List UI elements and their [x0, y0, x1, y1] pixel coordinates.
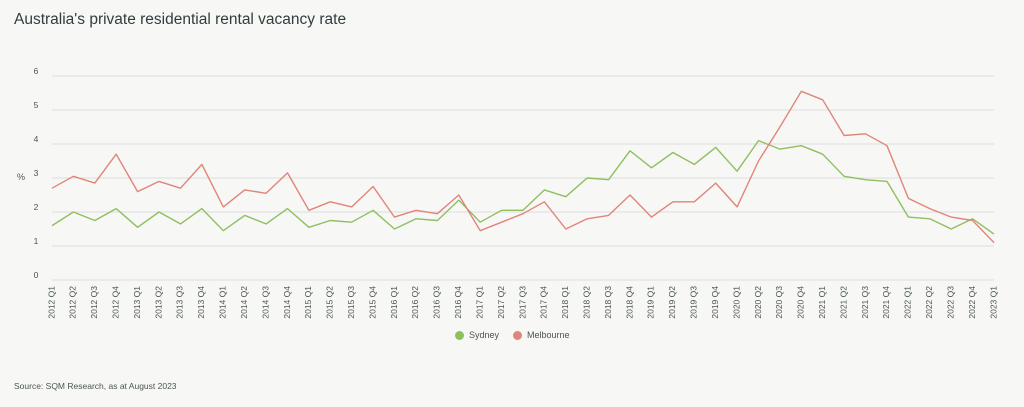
x-tick-label: 2019 Q2	[667, 286, 677, 319]
x-tick-label: 2021 Q4	[881, 286, 891, 319]
x-tick-label: 2017 Q2	[496, 286, 506, 319]
x-tick-label: 2014 Q1	[218, 286, 228, 319]
x-tick-label: 2014 Q2	[239, 286, 249, 319]
x-tick-label: 2014 Q4	[282, 286, 292, 319]
series-line-melbourne[interactable]	[51, 90, 995, 244]
x-tick-label: 2017 Q4	[539, 286, 549, 319]
x-tick-label: 2021 Q1	[817, 286, 827, 319]
x-tick-label: 2012 Q3	[89, 286, 99, 319]
x-tick-label: 2013 Q2	[153, 286, 163, 319]
x-axis-ticks: 2012 Q1 2012 Q2 2012 Q3 2012 Q4 2013 Q1 2013 …	[46, 286, 998, 319]
y-tick-label: 0	[34, 270, 39, 280]
series-lines	[51, 90, 995, 244]
y-axis-ticks: 0 1 2 3 4 5 6	[34, 66, 39, 280]
x-tick-label: 2020 Q1	[731, 286, 741, 319]
y-axis-label: %	[17, 172, 25, 182]
x-tick-label: 2015 Q3	[346, 286, 356, 319]
y-tick-label: 4	[34, 134, 39, 144]
x-tick-label: 2023 Q1	[988, 286, 998, 319]
x-tick-label: 2016 Q4	[453, 286, 463, 319]
x-tick-label: 2020 Q2	[753, 286, 763, 319]
legend-label-melbourne: Melbourne	[527, 330, 570, 340]
x-tick-label: 2013 Q4	[196, 286, 206, 319]
x-tick-label: 2022 Q2	[924, 286, 934, 319]
x-tick-label: 2019 Q3	[689, 286, 699, 319]
legend-item-melbourne[interactable]: Melbourne	[513, 330, 570, 340]
x-tick-label: 2016 Q3	[432, 286, 442, 319]
x-tick-label: 2020 Q3	[774, 286, 784, 319]
x-tick-label: 2016 Q2	[410, 286, 420, 319]
x-tick-label: 2012 Q4	[110, 286, 120, 319]
x-tick-label: 2020 Q4	[796, 286, 806, 319]
legend-swatch-melbourne	[513, 330, 523, 340]
x-tick-label: 2017 Q3	[517, 286, 527, 319]
x-tick-label: 2021 Q3	[860, 286, 870, 319]
x-tick-label: 2018 Q4	[624, 286, 634, 319]
y-tick-label: 5	[34, 100, 39, 110]
x-tick-label: 2019 Q1	[646, 286, 656, 319]
y-tick-label: 2	[34, 202, 39, 212]
x-tick-label: 2015 Q2	[325, 286, 335, 319]
x-tick-label: 2018 Q2	[581, 286, 591, 319]
source-note: Source: SQM Research, as at August 2023	[14, 381, 177, 391]
y-tick-label: 1	[34, 236, 39, 246]
x-tick-label: 2018 Q3	[603, 286, 613, 319]
legend: Sydney Melbourne	[455, 330, 570, 340]
x-tick-label: 2015 Q4	[367, 286, 377, 319]
x-tick-label: 2014 Q3	[260, 286, 270, 319]
y-tick-label: 6	[34, 66, 39, 76]
x-tick-label: 2013 Q1	[132, 286, 142, 319]
series-line-sydney[interactable]	[51, 139, 995, 235]
x-tick-label: 2021 Q2	[838, 286, 848, 319]
legend-label-sydney: Sydney	[469, 330, 500, 340]
legend-item-sydney[interactable]: Sydney	[455, 330, 499, 340]
gridlines	[52, 75, 994, 281]
x-tick-label: 2019 Q4	[710, 286, 720, 319]
chart-title: Australia's private residential rental v…	[14, 11, 347, 28]
legend-swatch-sydney	[455, 330, 464, 340]
x-tick-label: 2022 Q4	[967, 286, 977, 319]
x-tick-label: 2022 Q3	[945, 286, 955, 319]
x-tick-label: 2013 Q3	[175, 286, 185, 319]
x-tick-label: 2012 Q1	[46, 286, 56, 319]
y-tick-label: 3	[34, 168, 39, 178]
x-tick-label: 2016 Q1	[389, 286, 399, 319]
x-tick-label: 2022 Q1	[903, 286, 913, 319]
x-tick-label: 2015 Q1	[303, 286, 313, 319]
x-tick-label: 2012 Q2	[68, 286, 78, 319]
x-tick-label: 2018 Q1	[560, 286, 570, 319]
x-tick-label: 2017 Q1	[474, 286, 484, 319]
